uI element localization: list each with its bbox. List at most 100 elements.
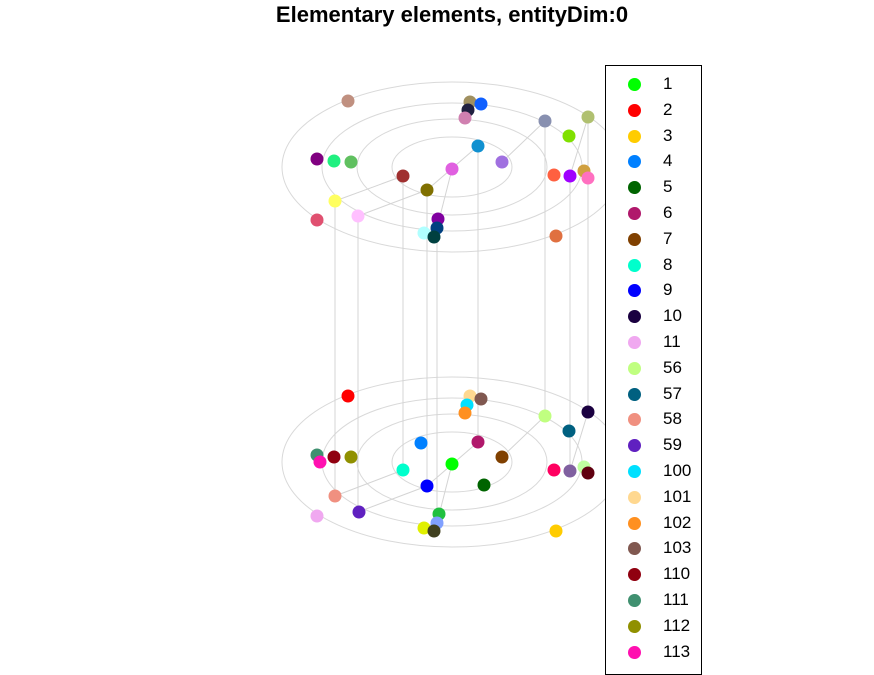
plot-area [281, 81, 623, 548]
point-mark [581, 466, 595, 480]
point-mark [458, 111, 472, 125]
point-mark [547, 168, 561, 182]
point-mark [563, 464, 577, 478]
point-mark [471, 139, 485, 153]
link-line-2 [357, 189, 428, 217]
legend-entry: 3 [606, 124, 702, 150]
point-mark [417, 226, 431, 240]
legend-entry: 1 [606, 72, 702, 98]
legend-label: 4 [663, 151, 673, 171]
legend-entry: 2 [606, 98, 702, 124]
legend-label: 10 [663, 306, 682, 326]
legend-entry: 56 [606, 356, 702, 382]
legend-swatch [628, 439, 641, 453]
point-mark [414, 436, 428, 450]
link-line-11 [569, 411, 589, 472]
vertical-lines [334, 117, 589, 523]
legend-entry: 7 [606, 227, 702, 253]
legend-label: 111 [663, 590, 689, 609]
legend-label: 112 [663, 615, 691, 635]
point-mark [581, 110, 595, 124]
legend-label: 5 [663, 177, 673, 197]
ring-2-3 [356, 413, 548, 511]
legend-label: 8 [663, 254, 673, 274]
point-mark [474, 392, 488, 406]
ring-1-3 [356, 118, 548, 216]
legend-swatch [628, 465, 641, 478]
point-mark [420, 479, 434, 493]
point-mark [547, 463, 561, 477]
link-line-4 [501, 120, 546, 163]
point-mark [538, 114, 552, 128]
point-mark [341, 389, 355, 403]
link-line-10 [501, 415, 546, 458]
legend-swatch [628, 568, 641, 582]
legend-swatch [628, 310, 641, 324]
point-mark [445, 457, 459, 471]
legend-swatch [628, 103, 641, 117]
link-line-1 [334, 175, 404, 202]
point-marks [310, 94, 595, 538]
point-mark [417, 521, 431, 535]
legend-label: 1 [663, 74, 673, 93]
legend-label: 56 [663, 357, 682, 377]
point-mark [563, 169, 577, 183]
legend-label: 7 [663, 228, 673, 248]
point-mark [351, 209, 365, 223]
point-mark [341, 94, 355, 108]
legend-entry: 103 [606, 536, 702, 562]
legend-entry: 59 [606, 433, 702, 459]
point-mark [427, 524, 441, 538]
legend-entry: 102 [606, 511, 702, 537]
legend-label: 101 [663, 486, 692, 506]
legend-label: 103 [663, 538, 692, 558]
legend-label: 11 [663, 332, 681, 351]
legend-entry: 58 [606, 407, 702, 433]
point-mark [581, 171, 595, 185]
legend-label: 9 [663, 280, 673, 300]
legend-swatch [628, 542, 641, 556]
point-mark [328, 489, 342, 503]
link-line-5 [569, 116, 589, 177]
legend-swatch [628, 645, 641, 659]
point-mark [477, 478, 491, 492]
point-mark [352, 505, 366, 519]
point-mark [313, 455, 327, 469]
legend-entry: 113 [606, 640, 702, 666]
point-mark [581, 405, 595, 419]
legend-entry: 57 [606, 382, 702, 408]
point-mark [458, 406, 472, 420]
point-mark [344, 450, 358, 464]
link-line-7 [334, 469, 404, 497]
legend: 1 2 3 4 5 6 7 8 9 10 11 56 57 58 59 100 101 102 103 110 111 1… [605, 65, 702, 675]
legend-label: 113 [663, 641, 691, 661]
legend-entry: 6 [606, 201, 702, 227]
point-mark [562, 129, 576, 143]
legend-swatch [628, 232, 641, 246]
point-mark [420, 183, 434, 197]
point-mark [327, 154, 341, 168]
point-mark [427, 230, 441, 244]
legend-label: 3 [663, 125, 673, 145]
legend-swatch [628, 181, 641, 195]
point-mark [396, 463, 410, 477]
ring-2-4 [391, 431, 513, 493]
legend-entry: 5 [606, 175, 702, 201]
point-mark [396, 169, 410, 183]
legend-swatch [628, 336, 641, 349]
point-mark [310, 509, 324, 523]
legend-label: 58 [663, 409, 682, 429]
link-line-8 [357, 485, 428, 513]
legend-entry: 11 [606, 330, 702, 356]
point-mark [549, 229, 563, 243]
legend-label: 100 [663, 461, 692, 480]
point-mark [549, 524, 563, 538]
legend-label: 59 [663, 435, 682, 455]
legend-label: 102 [663, 512, 692, 532]
legend-entry: 110 [606, 562, 702, 588]
legend-entry: 8 [606, 253, 702, 279]
point-mark [471, 435, 485, 449]
point-mark [344, 155, 358, 169]
legend-swatch [628, 78, 641, 91]
legend-swatch [628, 129, 641, 143]
